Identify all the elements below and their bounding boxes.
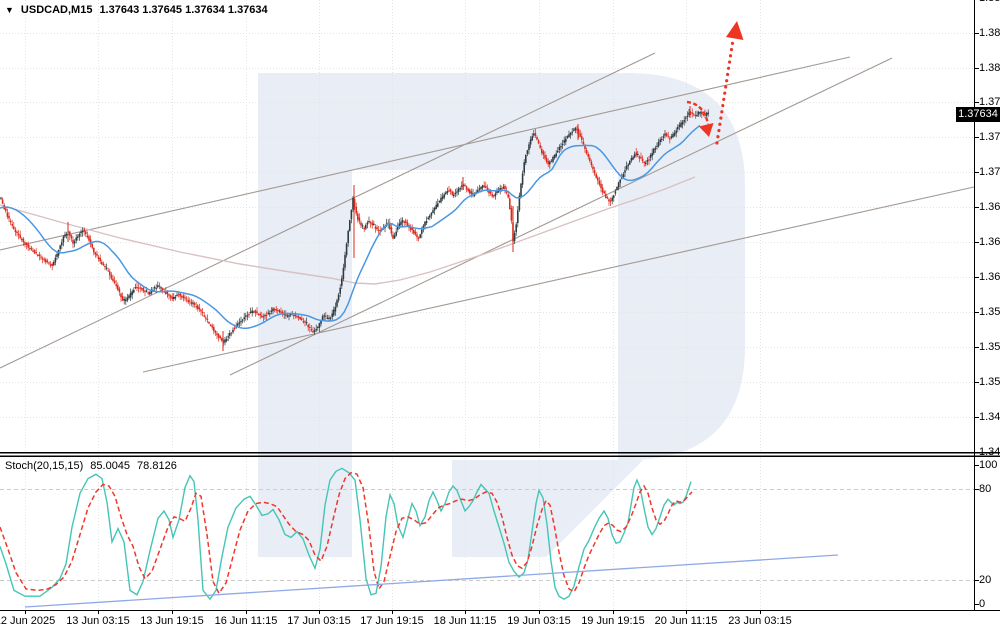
time-axis-label: 13 Jun 19:15	[140, 615, 204, 627]
price-axis-label: 1.36400	[979, 236, 1000, 248]
current-price-value: 1.37634	[958, 108, 998, 120]
price-axis-label: 1.38045	[979, 62, 1000, 74]
panel-divider[interactable]	[0, 450, 1000, 458]
time-axis-label: 16 Jun 11:15	[214, 615, 278, 627]
price-axis-label: 1.34420	[979, 446, 1000, 458]
stoch-axis-label: 0	[979, 598, 986, 610]
current-price-box: 1.37634	[956, 107, 1000, 122]
time-axis-label: 23 Jun 03:15	[728, 615, 792, 627]
ma-fast-line	[0, 124, 701, 330]
stoch-signal-line	[0, 471, 693, 595]
time-axis-label: 19 Jun 19:15	[581, 615, 645, 627]
stoch-trendline	[24, 554, 839, 608]
symbol-title: USDCAD,M15	[20, 4, 93, 16]
price-axis-label: 1.38375	[979, 27, 1000, 39]
forecast-up-arrow	[715, 38, 735, 145]
chart-header: ▼ USDCAD,M15 1.37643 1.37645 1.37634 1.3…	[5, 4, 268, 16]
price-axis-label: 1.37055	[979, 166, 1000, 178]
price-axis-label: 1.38705	[979, 0, 1000, 5]
stoch-main-value: 85.0045	[90, 460, 131, 472]
candlesticks	[0, 106, 709, 351]
time-axis-label: 17 Jun 03:15	[287, 615, 351, 627]
stoch-signal-value: 78.8126	[137, 460, 177, 472]
stoch-axis-label: 20	[979, 574, 992, 586]
time-axis-label: 17 Jun 19:15	[360, 615, 424, 627]
price-axis-label: 1.37715	[979, 96, 1000, 108]
stoch-axis-label: 80	[979, 483, 992, 495]
pullback-arrow	[686, 100, 710, 125]
time-axis-label: 13 Jun 03:15	[66, 615, 130, 627]
price-axis-label: 1.37385	[979, 131, 1000, 143]
price-axis-label: 1.35080	[979, 376, 1000, 388]
price-axis-label: 1.36070	[979, 271, 1000, 283]
price-axis-label: 1.36725	[979, 201, 1000, 213]
price-axis-label: 1.35410	[979, 341, 1000, 353]
time-axis-label: 12 Jun 2025	[0, 615, 56, 627]
time-axis-label: 18 Jun 11:15	[433, 615, 497, 627]
stoch-main-line	[0, 467, 692, 601]
symbol-dropdown-icon[interactable]: ▼	[5, 5, 14, 15]
time-axis-label: 19 Jun 03:15	[507, 615, 571, 627]
time-axis-label: 20 Jun 11:15	[654, 615, 718, 627]
quote-values: 1.37643 1.37645 1.37634 1.37634	[99, 4, 268, 16]
price-axis-label: 1.34750	[979, 411, 1000, 423]
stoch-indicator-name: Stoch(20,15,15)	[5, 460, 84, 472]
stoch-axis-label: 100	[979, 459, 998, 471]
stoch-indicator-label-row: Stoch(20,15,15) 85.0045 78.8126	[5, 460, 177, 472]
price-axis-label: 1.35740	[979, 306, 1000, 318]
